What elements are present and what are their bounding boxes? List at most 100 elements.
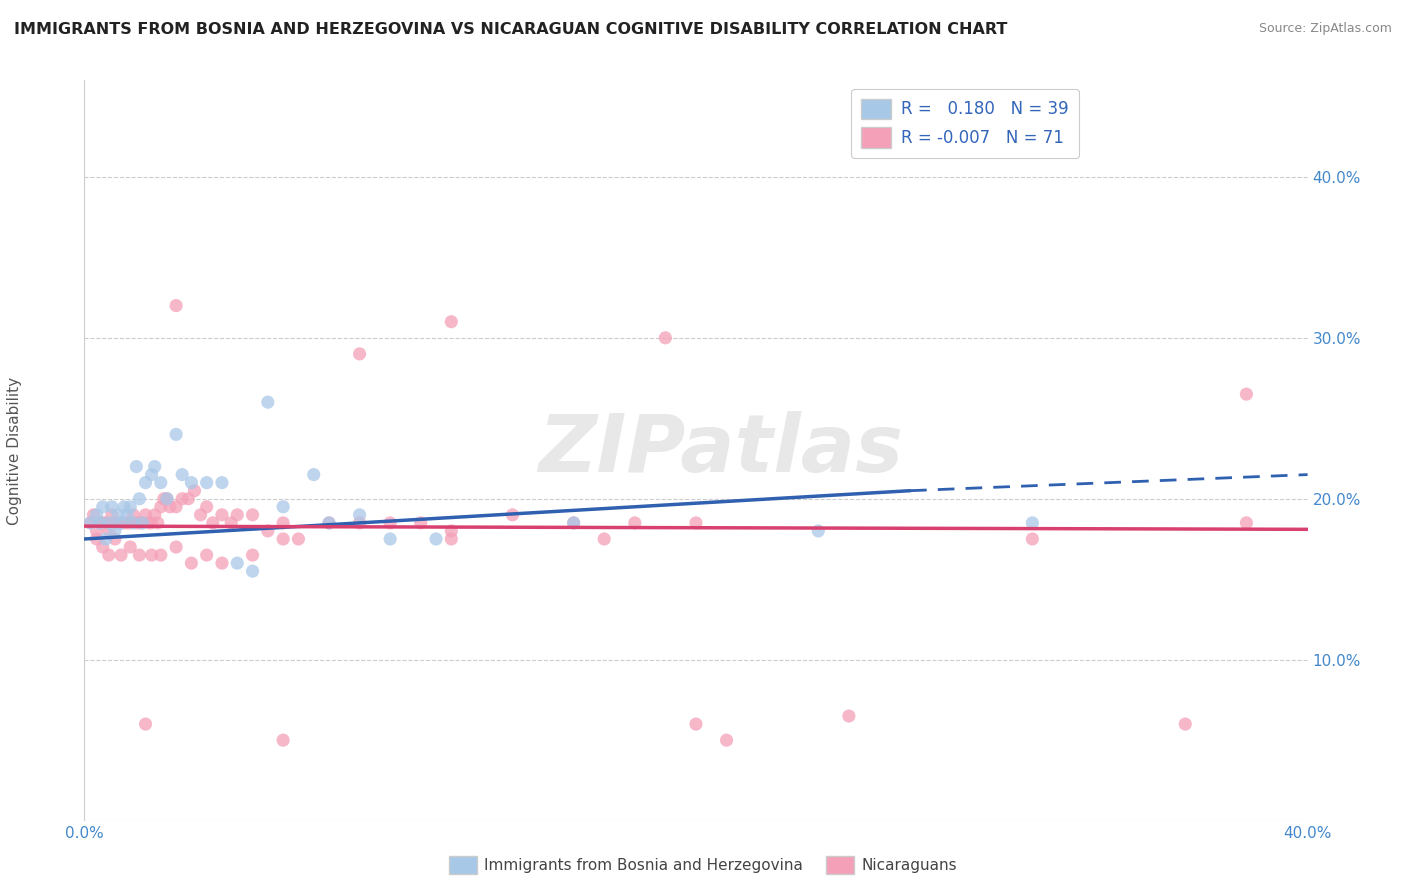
Point xyxy=(131,516,153,530)
Point xyxy=(242,548,264,562)
Point xyxy=(156,491,179,506)
Point xyxy=(211,556,233,570)
Legend: R =   0.180   N = 39, R = -0.007   N = 71: R = 0.180 N = 39, R = -0.007 N = 71 xyxy=(852,88,1078,158)
Point xyxy=(91,516,114,530)
Point xyxy=(135,717,157,731)
Point xyxy=(302,467,325,482)
Point xyxy=(149,548,172,562)
Y-axis label: Cognitive Disability: Cognitive Disability xyxy=(7,376,22,524)
Point xyxy=(125,516,148,530)
Point xyxy=(654,331,676,345)
Point xyxy=(807,524,830,538)
Point xyxy=(562,516,585,530)
Point xyxy=(440,315,463,329)
Point xyxy=(112,500,135,514)
Point xyxy=(94,532,117,546)
Point xyxy=(502,508,524,522)
Point xyxy=(110,516,132,530)
Point xyxy=(107,516,129,530)
Legend: Immigrants from Bosnia and Herzegovina, Nicaraguans: Immigrants from Bosnia and Herzegovina, … xyxy=(443,850,963,880)
Point xyxy=(177,491,200,506)
Point xyxy=(716,733,738,747)
Point xyxy=(409,516,432,530)
Point xyxy=(195,548,218,562)
Point xyxy=(1174,717,1197,731)
Point xyxy=(120,500,142,514)
Point xyxy=(562,516,585,530)
Point xyxy=(1236,387,1258,401)
Point xyxy=(79,516,101,530)
Point xyxy=(141,516,163,530)
Point xyxy=(180,556,202,570)
Point xyxy=(79,516,101,530)
Point xyxy=(141,467,163,482)
Point xyxy=(172,491,194,506)
Point xyxy=(86,524,108,538)
Point xyxy=(128,491,150,506)
Point xyxy=(165,500,187,514)
Point xyxy=(349,347,371,361)
Point xyxy=(135,475,157,490)
Point xyxy=(1236,516,1258,530)
Point xyxy=(91,500,114,514)
Point xyxy=(97,524,120,538)
Point xyxy=(104,524,127,538)
Point xyxy=(83,508,105,522)
Point xyxy=(94,516,117,530)
Point xyxy=(97,548,120,562)
Point xyxy=(110,516,132,530)
Point xyxy=(226,508,249,522)
Point xyxy=(128,516,150,530)
Point xyxy=(128,548,150,562)
Point xyxy=(112,516,135,530)
Point xyxy=(101,500,124,514)
Point xyxy=(149,475,172,490)
Point xyxy=(211,475,233,490)
Point xyxy=(172,467,194,482)
Point xyxy=(131,516,153,530)
Point xyxy=(226,556,249,570)
Point xyxy=(97,516,120,530)
Point xyxy=(838,709,860,723)
Point xyxy=(138,516,160,530)
Point xyxy=(318,516,340,530)
Point xyxy=(86,508,108,522)
Point xyxy=(89,516,111,530)
Point xyxy=(380,516,402,530)
Point xyxy=(271,516,294,530)
Point xyxy=(156,491,179,506)
Point xyxy=(143,459,166,474)
Point xyxy=(122,508,145,522)
Point xyxy=(183,483,205,498)
Point xyxy=(165,299,187,313)
Point xyxy=(1021,516,1043,530)
Point xyxy=(440,532,463,546)
Point xyxy=(1021,532,1043,546)
Point xyxy=(440,524,463,538)
Point xyxy=(190,508,212,522)
Point xyxy=(143,508,166,522)
Point xyxy=(115,508,138,522)
Point xyxy=(122,516,145,530)
Point xyxy=(211,508,233,522)
Text: ZIPatlas: ZIPatlas xyxy=(538,411,903,490)
Point xyxy=(257,395,280,409)
Point xyxy=(153,491,176,506)
Point xyxy=(349,508,371,522)
Point xyxy=(86,532,108,546)
Text: Source: ZipAtlas.com: Source: ZipAtlas.com xyxy=(1258,22,1392,36)
Point xyxy=(257,524,280,538)
Point xyxy=(242,508,264,522)
Point xyxy=(110,548,132,562)
Point xyxy=(120,540,142,554)
Point xyxy=(115,516,138,530)
Point xyxy=(104,516,127,530)
Point xyxy=(141,548,163,562)
Point xyxy=(593,532,616,546)
Point xyxy=(159,500,181,514)
Point xyxy=(219,516,242,530)
Point xyxy=(318,516,340,530)
Point xyxy=(271,500,294,514)
Point xyxy=(89,516,111,530)
Text: IMMIGRANTS FROM BOSNIA AND HERZEGOVINA VS NICARAGUAN COGNITIVE DISABILITY CORREL: IMMIGRANTS FROM BOSNIA AND HERZEGOVINA V… xyxy=(14,22,1008,37)
